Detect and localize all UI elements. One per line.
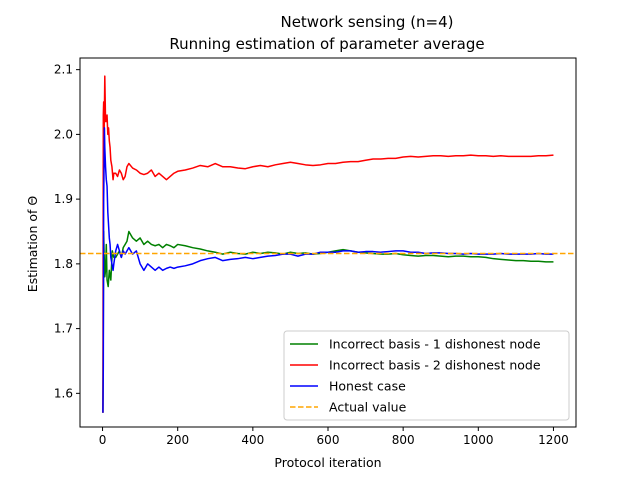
x-axis-label: Protocol iteration	[274, 455, 381, 470]
y-tick-label: 1.9	[54, 192, 73, 206]
series-line-2	[102, 75, 554, 413]
legend-label-4: Actual value	[329, 400, 407, 415]
x-tick-label: 1000	[463, 433, 494, 447]
legend-entries: Incorrect basis - 1 dishonest node Incorr…	[290, 337, 541, 415]
x-tick-label: 0	[99, 433, 107, 447]
y-tick-label: 2.0	[54, 127, 73, 141]
tick-layer: 0 200 400 600 800 1000 1200 1.6 1.7 1.8 1.9 2.0 2.1	[54, 63, 569, 447]
chart-subtitle: Running estimation of parameter average	[169, 35, 484, 53]
y-tick-label: 1.7	[54, 322, 73, 336]
legend-label-1: Incorrect basis - 1 dishonest node	[329, 337, 541, 352]
y-axis-label: Estimation of Θ	[25, 196, 40, 293]
y-tick-label: 1.8	[54, 257, 73, 271]
y-tick-label: 2.1	[54, 63, 73, 77]
y-tick-label: 1.6	[54, 386, 73, 400]
x-tick-label: 200	[166, 433, 189, 447]
x-tick-label: 800	[392, 433, 415, 447]
x-tick-label: 1200	[538, 433, 569, 447]
x-tick-label: 400	[241, 433, 264, 447]
plot-frame	[79, 57, 577, 428]
x-tick-label: 600	[317, 433, 340, 447]
legend-label-2: Incorrect basis - 2 dishonest node	[329, 358, 541, 373]
chart-title: Network sensing (n=4)	[280, 13, 453, 31]
legend-box	[283, 330, 570, 421]
legend: Incorrect basis - 1 dishonest node Incorr…	[283, 330, 570, 421]
series-layer	[80, 75, 576, 413]
legend-label-3: Honest case	[329, 379, 406, 394]
